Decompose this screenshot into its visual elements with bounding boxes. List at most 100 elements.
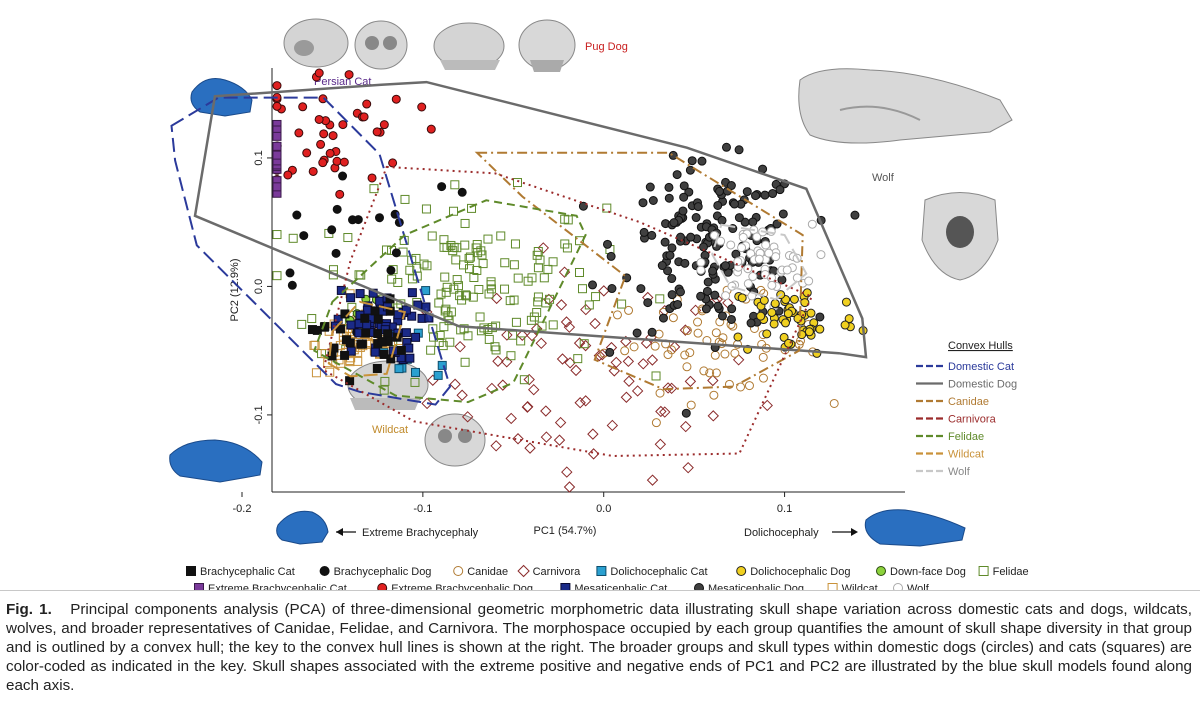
point-felidae xyxy=(451,255,461,265)
point-extreme-brachycephalic-cat xyxy=(272,131,282,141)
point-canidae xyxy=(711,328,721,338)
point-felidae xyxy=(513,178,523,188)
legend-marker-brachycephalic-dog xyxy=(319,566,330,576)
wolf-skull-ventral-icon xyxy=(921,192,999,281)
point-wolf xyxy=(771,252,781,262)
point-carnivora xyxy=(554,416,567,429)
point-extreme-brachycephalic-dog xyxy=(325,148,335,158)
point-extreme-brachycephalic-dog xyxy=(362,99,372,109)
point-felidae xyxy=(407,274,417,284)
legend-marker-brachycephalic-cat xyxy=(186,566,196,576)
point-felidae xyxy=(459,324,469,334)
point-carnivora xyxy=(620,391,633,403)
point-mesaticephalic-dog xyxy=(717,311,727,321)
point-mesaticephalic-dog xyxy=(639,227,649,237)
point-mesaticephalic-dog xyxy=(726,314,736,324)
point-carnivora xyxy=(580,303,592,316)
point-dolichocephalic-dog xyxy=(759,295,769,305)
point-canidae xyxy=(682,362,692,372)
point-dolichocephalic-dog xyxy=(789,294,799,304)
point-mesaticephalic-cat xyxy=(421,302,431,312)
hull-legend-label-wolf: Wolf xyxy=(948,466,971,478)
point-mesaticephalic-dog xyxy=(645,182,655,192)
point-felidae xyxy=(500,284,510,294)
point-felidae xyxy=(579,339,589,349)
point-wolf xyxy=(696,258,706,268)
extreme-brachycephaly-annotation: Extreme Brachycephaly xyxy=(336,527,479,539)
wolf-skull-lateral-icon xyxy=(798,68,1013,144)
x-axis-ticks: -0.2 -0.1 0.0 0.1 xyxy=(233,492,792,515)
point-mesaticephalic-dog xyxy=(660,237,670,247)
point-carnivora xyxy=(761,399,773,412)
legend-marker-felidae xyxy=(978,566,989,576)
point-wolf xyxy=(807,219,817,229)
point-extreme-brachycephalic-dog xyxy=(308,166,318,176)
point-felidae xyxy=(356,270,366,280)
legend-marker-dolichocephalic-dog xyxy=(736,566,747,576)
hull-legend-label-felidae: Felidae xyxy=(948,431,984,443)
y-axis-label: PC2 (12.9%) xyxy=(229,259,241,322)
point-mesaticephalic-dog xyxy=(664,193,674,203)
point-wolf xyxy=(816,250,826,260)
point-mesaticephalic-cat xyxy=(411,332,421,342)
point-mesaticephalic-cat xyxy=(404,343,414,353)
point-felidae xyxy=(560,239,570,249)
point-wolf xyxy=(764,248,774,258)
hull-felidae xyxy=(313,199,587,404)
hull-wolf xyxy=(711,223,808,301)
point-carnivora xyxy=(556,353,569,365)
point-dolichocephalic-dog xyxy=(800,298,810,308)
point-brachycephalic-cat xyxy=(396,345,406,355)
point-carnivora xyxy=(454,340,466,353)
point-felidae xyxy=(446,307,456,317)
point-mesaticephalic-dog xyxy=(686,232,696,242)
point-dolichocephalic-cat xyxy=(411,367,421,377)
point-felidae xyxy=(343,233,353,243)
point-mesaticephalic-dog xyxy=(678,206,688,216)
figure-caption: Fig. 1. Principal components analysis (P… xyxy=(6,600,1192,695)
group-legend: Brachycephalic Cat Brachycephalic Dog Cani… xyxy=(186,564,1029,590)
legend-marker-canidae xyxy=(453,566,464,576)
point-carnivora xyxy=(526,329,538,342)
point-mesaticephalic-dog xyxy=(667,290,677,300)
point-felidae xyxy=(577,284,587,294)
point-wolf xyxy=(696,265,706,275)
point-mesaticephalic-dog xyxy=(720,261,730,271)
point-mesaticephalic-dog xyxy=(729,199,739,209)
point-mesaticephalic-dog xyxy=(742,187,752,197)
blue-skull-pc2-positive-icon xyxy=(190,78,253,117)
point-felidae xyxy=(465,252,475,262)
point-carnivora xyxy=(707,374,719,387)
point-brachycephalic-cat xyxy=(383,329,393,339)
point-felidae xyxy=(464,253,474,263)
point-extreme-brachycephalic-dog xyxy=(294,128,304,138)
hull-legend-label-carnivora: Carnivora xyxy=(948,414,997,426)
point-carnivora xyxy=(637,358,649,370)
point-wolf xyxy=(737,243,747,253)
point-carnivora xyxy=(528,384,540,396)
point-extreme-brachycephalic-dog xyxy=(272,81,282,91)
dolichocephaly-annotation: Dolichocephaly xyxy=(744,527,858,539)
point-carnivora xyxy=(574,397,586,409)
point-carnivora xyxy=(570,364,582,377)
pca-chart: Persian Cat Pug Dog Wolf Wildcat -0.2 -0.… xyxy=(169,18,1029,590)
point-carnivora xyxy=(560,316,573,328)
point-canidae xyxy=(624,305,634,315)
point-mesaticephalic-dog xyxy=(775,185,785,195)
point-felidae xyxy=(387,274,397,284)
point-felidae xyxy=(460,357,470,367)
point-canidae xyxy=(710,350,720,360)
point-felidae xyxy=(519,375,529,385)
y-tick-label: -0.1 xyxy=(253,405,265,424)
point-mesaticephalic-dog xyxy=(698,242,708,252)
point-mesaticephalic-dog xyxy=(693,202,703,212)
point-dolichocephalic-dog xyxy=(806,308,816,318)
legend-marker-extreme-brachycephalic-cat xyxy=(194,583,204,590)
caption-fig-label: Fig. 1. xyxy=(6,601,52,618)
pug-dog-skull-icon xyxy=(433,19,576,72)
point-mesaticephalic-dog xyxy=(710,290,720,300)
blue-skull-pc1-negative-icon xyxy=(276,510,329,545)
point-canidae xyxy=(685,348,695,358)
point-extreme-brachycephalic-cat xyxy=(272,150,282,160)
point-mesaticephalic-cat xyxy=(407,288,417,298)
